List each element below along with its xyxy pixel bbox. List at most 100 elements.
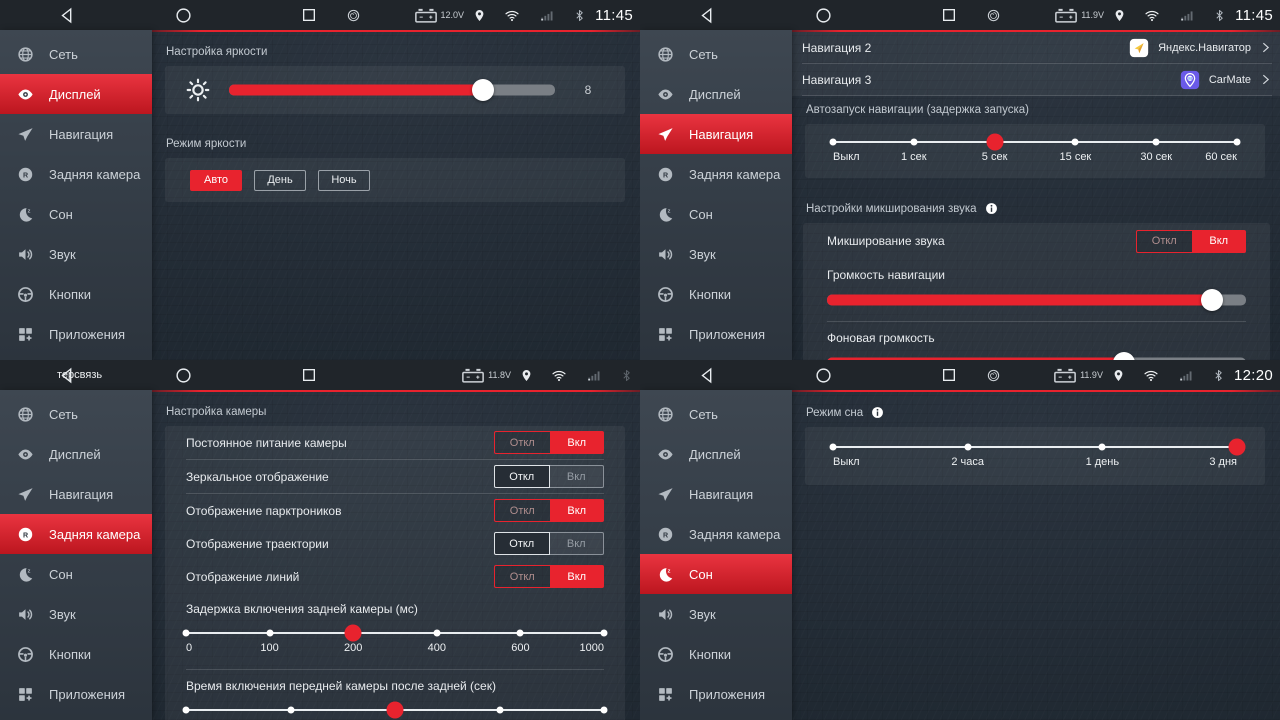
sidebar-item-rear-camera[interactable]: Задняя камера xyxy=(640,514,792,554)
sidebar-item-sound[interactable]: Звук xyxy=(0,234,152,274)
sidebar-item-navigation[interactable]: Навигация xyxy=(0,114,152,154)
sidebar-item-sleep[interactable]: Сон xyxy=(640,194,792,234)
toggle-on-option[interactable]: Вкл xyxy=(549,565,604,588)
toggle-off-option[interactable]: Откл xyxy=(494,465,550,488)
back-button[interactable] xyxy=(699,7,716,24)
content-area: Настройка камеры Постоянное питание каме… xyxy=(152,390,640,720)
mode-night-button[interactable]: Ночь xyxy=(318,169,370,191)
slider-stop[interactable] xyxy=(910,138,918,146)
back-button[interactable] xyxy=(699,367,716,384)
slider-stop[interactable] xyxy=(1071,138,1079,146)
sidebar-item-apps[interactable]: Приложения xyxy=(640,674,792,714)
home-button[interactable] xyxy=(175,367,192,384)
toggle-on-option[interactable]: Вкл xyxy=(549,465,604,488)
slider-thumb[interactable] xyxy=(1201,289,1224,311)
sidebar-item-buttons[interactable]: Кнопки xyxy=(0,634,152,674)
slider-stop[interactable] xyxy=(496,706,503,714)
recents-button[interactable] xyxy=(941,7,957,23)
sidebar-item-sleep[interactable]: Сон xyxy=(640,554,792,594)
recents-button[interactable] xyxy=(301,7,317,23)
sidebar-item-network[interactable]: Сеть xyxy=(0,394,152,434)
navigation-2-row[interactable]: Навигация 2 Яндекс.Навигатор xyxy=(802,32,1272,63)
sidebar-item-navigation[interactable]: Навигация xyxy=(0,474,152,514)
slider-stop[interactable] xyxy=(600,629,608,637)
sidebar-item-display[interactable]: Дисплей xyxy=(0,74,152,114)
slider-stop[interactable] xyxy=(344,624,362,642)
slider-stop[interactable] xyxy=(829,138,837,146)
sidebar-item-display[interactable]: Дисплей xyxy=(0,434,152,474)
sidebar-item-buttons[interactable]: Кнопки xyxy=(640,634,792,674)
autostart-delay-slider[interactable]: Выкл 1 сек 5 сек 15 сек 30 сек 60 сек xyxy=(829,132,1241,172)
mode-day-button[interactable]: День xyxy=(254,169,306,191)
slider-stop[interactable] xyxy=(386,701,404,719)
selected-app: CarMate xyxy=(1208,73,1251,86)
screen-off-icon[interactable] xyxy=(347,9,360,22)
slider-stop[interactable] xyxy=(1098,443,1106,451)
sidebar-item-sound[interactable]: Звук xyxy=(640,594,792,634)
recents-button[interactable] xyxy=(941,367,957,383)
sidebar-item-sound[interactable]: Звук xyxy=(0,594,152,634)
toggle-off-option[interactable]: Откл xyxy=(494,565,550,588)
slider-stop-label: 60 сек xyxy=(1205,151,1237,163)
slider-stop[interactable] xyxy=(266,629,274,637)
slider-label: Громкость навигации xyxy=(827,268,946,282)
toggle-off-option[interactable]: Откл xyxy=(494,499,550,522)
sidebar-item-sleep[interactable]: Сон xyxy=(0,554,152,594)
sidebar-item-network[interactable]: Сеть xyxy=(640,394,792,434)
home-button[interactable] xyxy=(815,367,832,384)
sidebar-item-rear-camera[interactable]: Задняя камера xyxy=(0,154,152,194)
slider-stop[interactable] xyxy=(182,706,190,714)
toggle-off-option[interactable]: Откл xyxy=(494,532,550,555)
recents-button[interactable] xyxy=(301,367,317,383)
toggle-on-option[interactable]: Вкл xyxy=(549,499,604,522)
mode-auto-button[interactable]: Авто xyxy=(190,169,242,191)
toggle-off-option[interactable]: Откл xyxy=(494,431,550,454)
info-icon[interactable] xyxy=(985,202,998,215)
rear-camera-delay-slider[interactable]: 0 100 200 400 600 1000 xyxy=(182,623,608,663)
slider-stop[interactable] xyxy=(433,629,441,637)
slider-stop[interactable] xyxy=(287,706,294,714)
sidebar-item-apps[interactable]: Приложения xyxy=(640,314,792,354)
info-icon[interactable] xyxy=(871,406,884,419)
sidebar-item-display[interactable]: Дисплей xyxy=(640,434,792,474)
sidebar-item-sleep[interactable]: Сон xyxy=(0,194,152,234)
toggle-off-option[interactable]: Откл xyxy=(1136,229,1192,253)
back-button[interactable] xyxy=(59,7,76,24)
slider-stop[interactable] xyxy=(182,629,190,637)
home-button[interactable] xyxy=(815,7,832,24)
sidebar-item-display[interactable]: Дисплей xyxy=(640,74,792,114)
brightness-slider[interactable] xyxy=(229,79,555,101)
toggle-on-option[interactable]: Вкл xyxy=(1191,229,1246,253)
screen-off-icon[interactable] xyxy=(987,9,1000,22)
sleep-mode-slider[interactable]: Выкл 2 часа 1 день 3 дня xyxy=(829,437,1246,477)
slider-stop[interactable] xyxy=(516,629,524,637)
screen-off-icon[interactable] xyxy=(987,369,1000,382)
navigation-3-row[interactable]: Навигация 3 CarMate xyxy=(802,64,1272,95)
slider-stop[interactable] xyxy=(1233,138,1241,146)
sidebar-item-network[interactable]: Сеть xyxy=(0,34,152,74)
slider-stop[interactable] xyxy=(1152,138,1160,146)
sidebar-item-apps[interactable]: Приложения xyxy=(0,674,152,714)
sidebar-item-buttons[interactable]: Кнопки xyxy=(0,274,152,314)
sidebar-item-buttons[interactable]: Кнопки xyxy=(640,274,792,314)
slider-thumb[interactable] xyxy=(472,79,495,101)
slider-stop[interactable] xyxy=(1228,438,1246,456)
slider-stop[interactable] xyxy=(964,443,972,451)
navigation-volume-slider[interactable] xyxy=(827,289,1246,311)
home-button[interactable] xyxy=(175,7,192,24)
sidebar-item-rear-camera[interactable]: Задняя камера xyxy=(640,154,792,194)
slider-stop[interactable] xyxy=(986,133,1004,151)
background-volume-slider[interactable] xyxy=(827,352,1246,360)
sidebar-item-apps[interactable]: Приложения xyxy=(0,314,152,354)
sidebar-item-sound[interactable]: Звук xyxy=(640,234,792,274)
slider-stop[interactable] xyxy=(600,706,608,714)
toggle-on-option[interactable]: Вкл xyxy=(549,431,604,454)
sidebar-item-navigation[interactable]: Навигация xyxy=(640,474,792,514)
front-camera-time-slider[interactable]: Выкл10152060 xyxy=(182,700,608,720)
sidebar-item-navigation[interactable]: Навигация xyxy=(640,114,792,154)
sidebar-item-rear-camera[interactable]: Задняя камера xyxy=(0,514,152,554)
slider-stop[interactable] xyxy=(829,443,837,451)
slider-thumb[interactable] xyxy=(1113,352,1136,360)
sidebar-item-network[interactable]: Сеть xyxy=(640,34,792,74)
toggle-on-option[interactable]: Вкл xyxy=(549,532,604,555)
